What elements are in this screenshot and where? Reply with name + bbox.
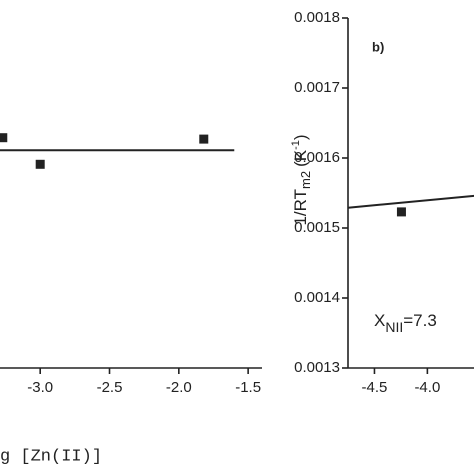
point [396, 207, 406, 217]
y-label-unit: (K [291, 149, 310, 167]
y-axis-label: 1/RTm2 (K-1) [290, 134, 314, 225]
y-label-close: ) [291, 134, 310, 140]
point [35, 159, 45, 169]
x-tick-label: -4.0 [414, 379, 440, 396]
x-tick-label: -1.5 [235, 379, 261, 396]
x-axis-label: g [Zn(II)] [0, 447, 102, 466]
annotation: XNII=7.3 [374, 311, 437, 334]
annotation-rest: =7.3 [403, 311, 437, 330]
x-tick-label: -2.0 [166, 379, 192, 396]
x-tick-label: -4.5 [362, 379, 388, 396]
y-tick-label: 0.0018 [294, 9, 340, 26]
y-label-main: 1/RT [291, 189, 310, 226]
x-tick-label: -2.5 [97, 379, 123, 396]
y-tick-label: 0.0014 [294, 289, 340, 306]
point [199, 134, 209, 144]
annotation-main: X [374, 311, 385, 330]
point [0, 133, 8, 143]
y-tick-label: 0.0016 [294, 149, 340, 166]
y-tick-label: 0.0013 [294, 359, 340, 376]
y-tick-label: 0.0015 [294, 219, 340, 236]
x-tick-label: -3.0 [27, 379, 53, 396]
annotation-sub: NII [385, 319, 403, 335]
y-label-sub: m2 [298, 171, 313, 189]
y-label-sup: -1 [290, 140, 302, 150]
y-tick-label: 0.0017 [294, 79, 340, 96]
fit-line [347, 194, 474, 209]
panel-label: b) [372, 39, 384, 54]
